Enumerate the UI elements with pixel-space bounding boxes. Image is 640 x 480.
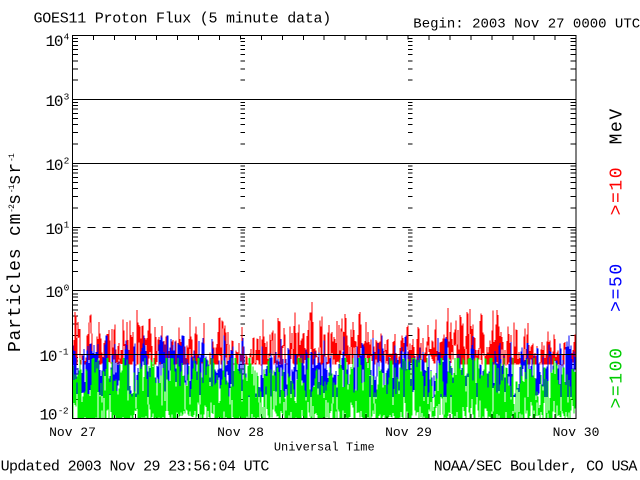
- svg-text:1: 1: [64, 220, 70, 231]
- svg-text:0: 0: [64, 283, 70, 294]
- svg-text:3: 3: [64, 92, 70, 103]
- svg-text:Nov 30: Nov 30: [553, 425, 600, 440]
- svg-text:10: 10: [45, 221, 62, 239]
- svg-text:4: 4: [64, 32, 70, 43]
- svg-text:10: 10: [39, 407, 56, 425]
- svg-text:Updated 2003 Nov 29 23:56:04 U: Updated 2003 Nov 29 23:56:04 UTC: [1, 458, 270, 475]
- svg-text:>=10: >=10: [607, 166, 627, 216]
- svg-text:Particles cm-2s-1sr-1: Particles cm-2s-1sr-1: [6, 153, 26, 352]
- svg-text:>=100: >=100: [607, 346, 627, 408]
- svg-text:10: 10: [45, 157, 62, 175]
- svg-text:2: 2: [64, 156, 70, 167]
- svg-text:10: 10: [45, 284, 62, 302]
- svg-text:Nov 27: Nov 27: [49, 425, 96, 440]
- svg-text:MeV: MeV: [607, 107, 627, 144]
- svg-text:10: 10: [45, 33, 62, 51]
- svg-text:-1: -1: [58, 347, 69, 358]
- svg-text:10: 10: [39, 348, 56, 366]
- svg-text:GOES11 Proton Flux (5 minute d: GOES11 Proton Flux (5 minute data): [34, 10, 332, 27]
- svg-text:Nov 28: Nov 28: [217, 425, 264, 440]
- svg-text:Begin: 2003 Nov 27 0000 UTC: Begin: 2003 Nov 27 0000 UTC: [413, 17, 640, 33]
- svg-text:>=50: >=50: [607, 262, 627, 312]
- svg-text:-2: -2: [58, 405, 69, 416]
- svg-text:NOAA/SEC Boulder, CO USA: NOAA/SEC Boulder, CO USA: [434, 458, 638, 475]
- svg-text:Universal Time: Universal Time: [274, 440, 375, 454]
- svg-text:10: 10: [45, 93, 62, 111]
- svg-text:Nov 29: Nov 29: [385, 425, 432, 440]
